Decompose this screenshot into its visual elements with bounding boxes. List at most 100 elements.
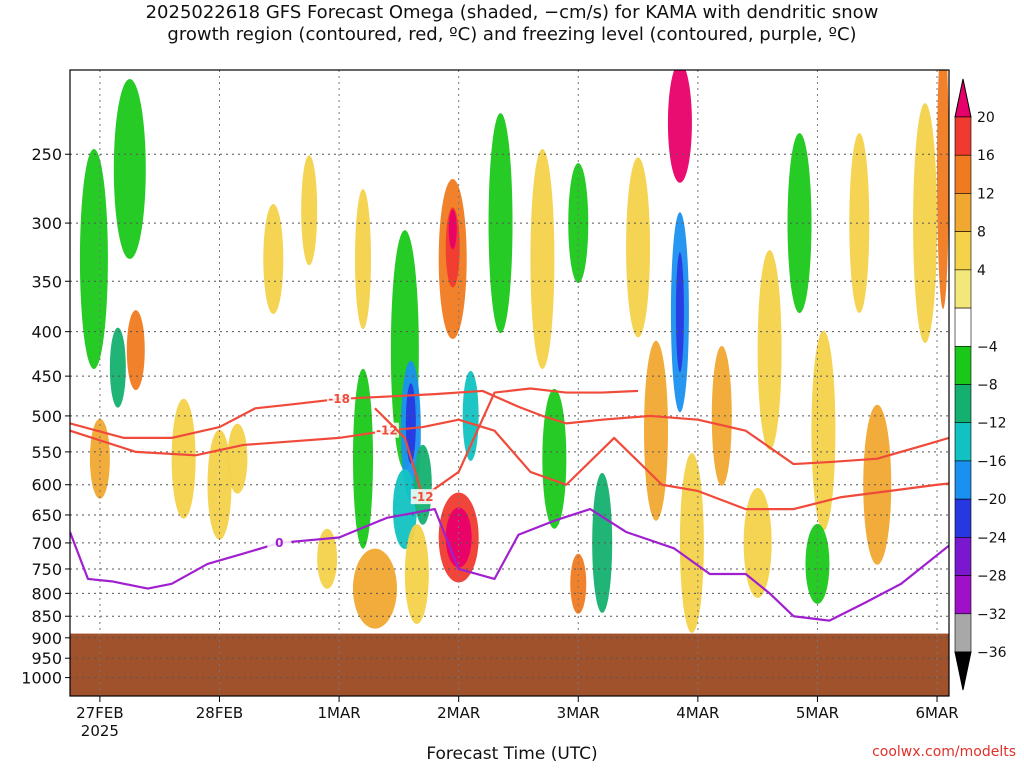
y-tick-label-8: 650 [31,506,62,525]
y-tick-label-4: 450 [31,367,62,386]
y-tick-label-15: 1000 [21,669,62,688]
colorbar-segment-9 [954,460,972,500]
colorbar-segment-2 [954,193,972,232]
grid-lines [70,70,949,696]
omega-blob-9 [227,423,248,494]
x-tick-label-5: 4MAR [676,704,719,722]
contour-line-0 [70,389,949,466]
colorbar-segment-6 [954,345,972,385]
omega-blob-28 [542,388,567,529]
x-tick-label-0: 27FEB [76,704,123,722]
plot-frame [69,69,950,697]
omega-blob-16 [392,469,417,550]
omega-blob-44 [913,103,938,344]
omega-blob-35 [675,252,684,373]
omega-blob-20 [448,209,457,250]
colorbar-top-arrow [954,78,972,118]
y-tick-label-1: 300 [31,214,62,233]
colorbar-segment-13 [954,613,972,653]
colorbar-label-10: −24 [977,530,1007,546]
y-tick-label-14: 950 [31,649,62,668]
x-tick-label-3: 2MAR [437,704,480,722]
omega-blob-15 [405,383,416,464]
omega-blob-39 [757,250,782,451]
x-axis-title: Forecast Time (UTC) [426,744,598,764]
omega-blob-46 [743,487,772,598]
colorbar-segment-8 [954,422,972,462]
colorbar-label-13: −36 [977,645,1007,661]
colorbar-segment-3 [954,231,972,271]
contour-line-1 [70,418,949,511]
contour-label-bg-2 [410,489,435,505]
omega-blob-42 [849,133,870,314]
colorbar-label-7: −12 [977,416,1007,432]
colorbar-label-12: −32 [977,607,1007,623]
colorbar-segment-10 [954,498,972,538]
x-tick-label-7: 6MAR [915,704,958,722]
y-tick-label-3: 400 [31,323,62,342]
colorbar-label-1: 16 [977,148,995,164]
y-axis: 250 300 350 400 450 500 550 600 650 700 750 800 850 9… [21,145,70,688]
contour-line-2 [374,387,639,499]
omega-blob-0 [79,149,108,370]
credit-text: coolwx.com/modelts [872,744,1016,760]
omega-blob-7 [263,204,284,315]
omega-blob-27 [530,149,555,370]
y-tick-label-9: 700 [31,534,62,553]
colorbar-label-0: 20 [977,110,995,126]
omega-blob-22 [445,507,472,568]
colorbar-segment-5 [954,307,972,347]
contour-label-2: -12 [412,490,434,504]
contour-label-bg-3 [267,534,292,550]
y-tick-label-0: 250 [31,145,62,164]
contour-label-1: -12 [376,424,398,438]
colorbar-label-3: 8 [977,225,986,241]
omega-blob-12 [353,368,373,549]
colorbar-label-4: 4 [977,263,986,279]
chart-title-line1: 2025022618 GFS Forecast Omega (shaded, −… [145,2,879,23]
omega-shading [70,70,949,696]
x-tick-label-6: 5MAR [796,704,839,722]
colorbar: 20 16 12 8 4 −4 −8 −12 −16 −20 −24 −28 −32 −36 [954,78,1007,691]
colorbar-segment-7 [954,384,972,424]
x-tick-label-4: 3MAR [557,704,600,722]
y-tick-label-11: 800 [31,584,62,603]
surface-terrain [70,633,949,696]
x-tick-label-1: 28FEB [196,704,243,722]
contour-line-3 [70,508,949,622]
omega-blob-5 [171,398,196,519]
omega-blob-30 [592,472,613,613]
omega-blob-24 [404,523,429,624]
omega-blob-41 [811,330,836,531]
y-tick-label-13: 900 [31,629,62,648]
omega-blob-32 [626,157,651,338]
x-tick-label-2: 1MAR [317,704,360,722]
colorbar-segment-0 [954,116,972,156]
omega-blob-40 [787,133,812,314]
colorbar-bottom-arrow [954,651,972,691]
y-tick-label-5: 500 [31,407,62,426]
colorbar-label-5: −4 [977,339,998,355]
y-tick-label-10: 750 [31,560,62,579]
colorbar-segment-1 [954,154,972,194]
omega-blob-11 [317,528,338,589]
omega-blob-43 [863,404,892,565]
colorbar-label-9: −20 [977,492,1007,508]
x-axis: 27FEB 28FEB 1MAR 2MAR 3MAR 4MAR 5MAR 6MAR 2025 [76,696,959,740]
y-tick-label-12: 850 [31,607,62,626]
contour-label-3: 0 [275,536,283,550]
omega-blob-29 [568,163,589,284]
omega-blob-8 [301,155,318,266]
omega-blob-23 [352,548,397,629]
omega-blob-36 [667,70,692,183]
omega-blob-4 [126,310,145,391]
omega-blob-26 [488,113,513,334]
y-tick-label-2: 350 [31,272,62,291]
contour-label-bg-0 [327,390,352,406]
colorbar-label-6: −8 [977,378,998,394]
omega-blob-2 [109,327,126,408]
contour-label-0: -18 [328,392,350,406]
omega-blob-1 [113,79,146,260]
